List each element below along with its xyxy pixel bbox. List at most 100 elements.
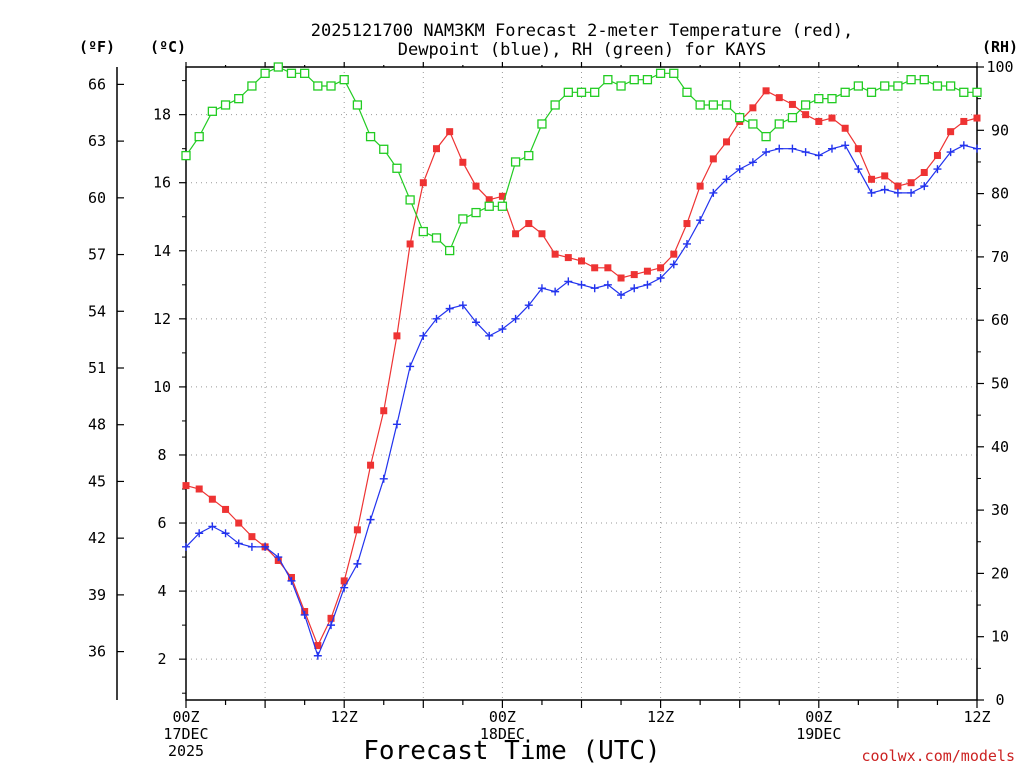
dewpoint-point: [195, 529, 204, 538]
dewpoint-point: [564, 277, 573, 286]
dewpoint-point: [182, 542, 190, 551]
rh-point: [893, 81, 903, 91]
rh-point: [352, 100, 363, 110]
temperature-point: [933, 151, 941, 159]
temperature-point: [367, 461, 375, 469]
dewpoint-point: [959, 141, 968, 150]
x-tick-label: 19DEC: [796, 725, 841, 743]
temperature-point: [617, 274, 625, 282]
x-axis-label: Forecast Time (UTC): [363, 736, 660, 766]
dewpoint-point: [907, 188, 916, 197]
temperature-point: [881, 172, 889, 180]
dewpoint-point: [788, 144, 797, 153]
temperature-point: [854, 145, 862, 153]
rh-point: [207, 106, 218, 116]
rh-point: [827, 94, 837, 104]
rh-tick-label: 90: [991, 121, 1009, 139]
rh-tick-label: 20: [991, 564, 1009, 582]
dewpoint-point: [537, 284, 546, 293]
rh-point: [721, 100, 732, 110]
rh-point: [537, 119, 547, 129]
rh-point: [471, 207, 481, 218]
temperature-point: [327, 614, 335, 622]
rh-point: [299, 68, 310, 78]
x-tick-label: 00Z: [489, 708, 516, 726]
dewpoint-point: [524, 301, 533, 310]
rh-tick-label: 0: [995, 691, 1004, 709]
temperature-point: [947, 128, 955, 136]
fahrenheit-tick-label: 54: [88, 302, 106, 320]
temperature-point: [222, 505, 230, 513]
rh-point: [339, 75, 349, 85]
temperature-point: [248, 533, 256, 541]
temperature-point: [380, 407, 388, 415]
rh-point: [787, 112, 798, 123]
temperature-point: [973, 114, 981, 122]
temperature-point: [788, 100, 796, 108]
fahrenheit-tick-label: 39: [88, 586, 106, 604]
rh-point: [774, 119, 784, 129]
temperature-point: [762, 87, 770, 95]
fahrenheit-tick-label: 63: [88, 132, 106, 150]
rh-point: [629, 75, 639, 85]
temperature-point: [459, 158, 467, 166]
fahrenheit-tick-label: 45: [88, 472, 106, 490]
rh-point: [603, 75, 613, 85]
temperature-point: [498, 192, 506, 200]
dewpoint-point: [920, 182, 929, 191]
dewpoint-point: [775, 144, 784, 153]
celsius-tick-label: 4: [157, 582, 166, 600]
dewpoint-point: [353, 559, 362, 568]
rh-point: [260, 68, 270, 78]
temperature-point: [630, 271, 638, 279]
dewpoint-point: [893, 188, 902, 197]
series: [181, 62, 982, 660]
dewpoint-point: [682, 239, 691, 248]
rh-point: [959, 87, 969, 97]
temperature-point: [775, 94, 783, 102]
dewpoint-point: [709, 188, 718, 197]
temperature-point: [393, 332, 401, 340]
temperature-point: [446, 128, 454, 136]
temperature-point: [907, 179, 915, 187]
temperature-point: [868, 175, 876, 183]
dewpoint-point: [247, 542, 256, 551]
temperature-point: [802, 111, 810, 119]
rh-point: [550, 100, 560, 110]
fahrenheit-tick-label: 48: [88, 416, 106, 434]
rh-point: [313, 81, 323, 91]
temperature-point: [578, 257, 585, 265]
rh-tick-label: 100: [986, 58, 1013, 76]
dewpoint-point: [827, 144, 836, 153]
dewpoint-point: [458, 301, 467, 310]
dewpoint-point: [854, 165, 863, 174]
series-rh: [181, 62, 982, 256]
dewpoint-point: [946, 148, 955, 157]
rh-point: [181, 150, 191, 161]
temperature-point: [920, 169, 928, 176]
rh-point: [234, 94, 244, 104]
rh-point: [853, 81, 863, 91]
dewpoint-point: [327, 621, 336, 630]
celsius-tick-label: 8: [157, 446, 166, 464]
series-dewpoint: [182, 141, 981, 660]
dewpoint-point: [973, 144, 981, 153]
dewpoint-point: [445, 304, 454, 313]
temperature-point: [525, 220, 533, 228]
rh-point: [458, 214, 468, 224]
dewpoint-point: [208, 522, 217, 531]
rh-point: [194, 131, 204, 142]
rh-point: [695, 100, 705, 110]
rh-tick-label: 10: [991, 628, 1009, 646]
credit-label: coolwx.com/models: [861, 747, 1015, 765]
temperature-point: [406, 240, 414, 248]
temperature-point: [643, 267, 651, 275]
rh-point: [576, 87, 587, 97]
dewpoint-point: [577, 280, 586, 289]
dewpoint-point: [221, 529, 230, 538]
dewpoint-point: [748, 158, 757, 167]
dewpoint-point: [669, 260, 678, 269]
rh-point: [431, 233, 442, 243]
dewpoint-point: [590, 284, 599, 293]
